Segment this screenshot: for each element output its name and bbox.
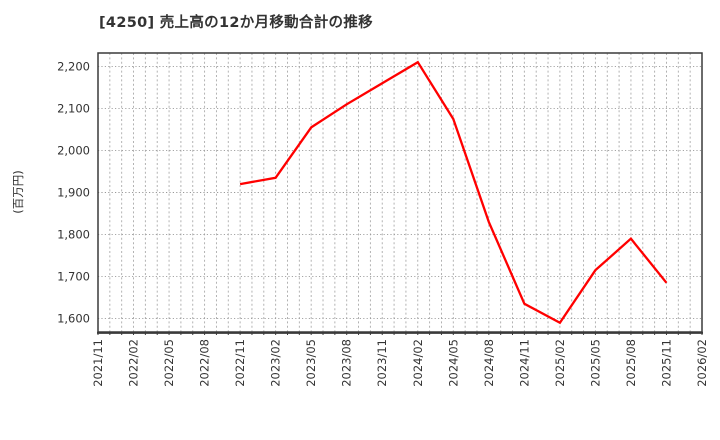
label-layer: 1,600 1,700 1,800 1,900 2,000 2,100 2,200 2021/… (57, 59, 709, 386)
revenue-moving-total-line (239, 60, 668, 325)
x-tick-label: 2024/02 (411, 339, 425, 387)
x-tick-label: 2024/08 (482, 339, 496, 387)
axis-layer (97, 52, 703, 335)
x-tick-label: 2022/02 (127, 339, 141, 387)
x-tick-label: 2021/11 (91, 339, 105, 387)
x-tick-label: 2024/11 (517, 339, 531, 387)
x-tick-label: 2023/11 (375, 339, 389, 387)
x-tick-label: 2025/11 (659, 339, 673, 387)
y-tick-label: 2,000 (57, 143, 90, 157)
x-tick-label: 2024/05 (446, 339, 460, 387)
x-tick-label: 2026/02 (695, 339, 709, 387)
x-tick-label: 2025/08 (624, 339, 638, 387)
x-tick-label: 2023/02 (269, 339, 283, 387)
y-tick-label: 2,100 (57, 101, 90, 115)
y-tick-label: 1,600 (57, 312, 90, 326)
grid-layer (97, 53, 703, 332)
x-tick-label: 2022/11 (233, 339, 247, 387)
x-tick-label: 2023/05 (304, 339, 318, 387)
x-tick-label: 2022/08 (198, 339, 212, 387)
x-tick-label: 2023/08 (340, 339, 354, 387)
series-layer (239, 60, 668, 325)
y-tick-label: 1,800 (57, 228, 90, 242)
x-tick-label: 2025/02 (553, 339, 567, 387)
y-tick-label: 1,900 (57, 186, 90, 200)
y-tick-label: 2,200 (57, 59, 90, 73)
y-tick-label: 1,700 (57, 270, 90, 284)
x-tick-label: 2025/05 (588, 339, 602, 387)
x-tick-label: 2022/05 (162, 339, 176, 387)
y-axis-title: (百万円) (11, 170, 25, 213)
chart-title: [4250] 売上高の12か月移動合計の推移 (99, 15, 373, 31)
